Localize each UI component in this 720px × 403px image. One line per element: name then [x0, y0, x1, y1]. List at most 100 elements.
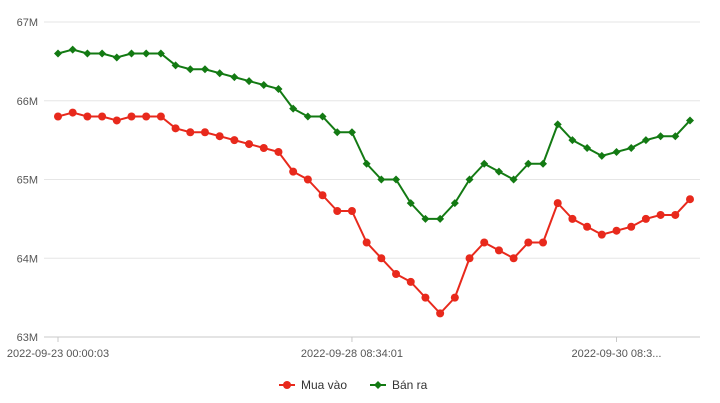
data-point[interactable]: [509, 175, 518, 184]
data-point[interactable]: [553, 199, 562, 208]
data-point[interactable]: [406, 199, 415, 208]
data-point[interactable]: [641, 136, 650, 145]
data-point[interactable]: [98, 49, 107, 58]
data-point[interactable]: [583, 144, 592, 152]
data-point[interactable]: [406, 277, 415, 286]
data-point[interactable]: [98, 112, 107, 121]
data-point[interactable]: [200, 128, 209, 137]
data-point[interactable]: [612, 226, 621, 235]
data-point[interactable]: [215, 132, 224, 141]
data-point[interactable]: [421, 293, 430, 302]
data-point[interactable]: [112, 116, 121, 125]
data-point[interactable]: [186, 65, 195, 74]
data-point[interactable]: [686, 195, 694, 204]
data-point[interactable]: [671, 210, 680, 219]
data-point[interactable]: [465, 254, 474, 263]
data-point[interactable]: [112, 53, 121, 62]
y-tick-label: 64M: [17, 253, 38, 265]
data-point[interactable]: [597, 230, 606, 239]
legend-label: Mua vào: [301, 378, 347, 392]
data-point[interactable]: [392, 270, 401, 278]
data-point[interactable]: [436, 214, 445, 223]
data-point[interactable]: [333, 207, 342, 215]
data-point[interactable]: [171, 61, 180, 70]
data-point[interactable]: [83, 49, 92, 58]
data-point[interactable]: [421, 214, 430, 223]
data-point[interactable]: [68, 108, 77, 117]
legend-marker: [283, 381, 291, 389]
data-point[interactable]: [142, 49, 151, 58]
series-mua-vao[interactable]: [54, 108, 694, 318]
data-point[interactable]: [245, 77, 254, 86]
data-point[interactable]: [686, 116, 694, 125]
data-point[interactable]: [450, 199, 459, 208]
data-point[interactable]: [392, 175, 401, 184]
data-point[interactable]: [377, 254, 386, 263]
data-point[interactable]: [583, 222, 592, 231]
data-point[interactable]: [347, 128, 356, 137]
data-point[interactable]: [568, 136, 577, 145]
data-point[interactable]: [553, 120, 562, 129]
data-point[interactable]: [142, 112, 151, 121]
data-point[interactable]: [627, 144, 636, 152]
data-point[interactable]: [494, 167, 503, 176]
data-point[interactable]: [171, 124, 180, 133]
legend-item[interactable]: Mua vào: [279, 378, 347, 392]
data-point[interactable]: [127, 112, 136, 121]
series-ban-ra[interactable]: [54, 45, 694, 223]
data-point[interactable]: [230, 73, 239, 82]
legend[interactable]: Mua vào Bán ra: [279, 378, 428, 392]
data-point[interactable]: [539, 159, 548, 168]
data-point[interactable]: [303, 112, 312, 121]
data-point[interactable]: [200, 65, 209, 74]
data-point[interactable]: [259, 144, 268, 152]
y-tick-label: 63M: [17, 332, 38, 344]
data-point[interactable]: [656, 210, 665, 219]
data-point[interactable]: [494, 246, 503, 255]
data-point[interactable]: [480, 159, 489, 168]
y-axis-ticks: 63M 64M 65M 66M 67M: [17, 17, 38, 344]
data-point[interactable]: [54, 49, 62, 58]
data-point[interactable]: [289, 167, 298, 176]
data-point[interactable]: [362, 238, 371, 247]
data-point[interactable]: [436, 309, 445, 318]
data-point[interactable]: [186, 128, 195, 137]
data-point[interactable]: [377, 175, 386, 184]
data-point[interactable]: [656, 132, 665, 141]
data-point[interactable]: [318, 191, 327, 200]
data-point[interactable]: [524, 238, 533, 247]
data-point[interactable]: [539, 238, 548, 247]
data-point[interactable]: [480, 238, 489, 247]
data-point[interactable]: [627, 222, 636, 231]
data-point[interactable]: [259, 81, 268, 89]
legend-label: Bán ra: [392, 378, 428, 392]
data-point[interactable]: [274, 84, 283, 93]
data-point[interactable]: [524, 159, 533, 168]
data-point[interactable]: [568, 214, 577, 223]
data-point[interactable]: [245, 140, 254, 149]
data-point[interactable]: [671, 132, 680, 141]
data-point[interactable]: [83, 112, 92, 121]
data-point[interactable]: [347, 207, 356, 215]
data-point[interactable]: [641, 214, 650, 223]
data-point[interactable]: [362, 159, 371, 168]
x-tick-label: 2022-09-28 08:34:01: [301, 348, 403, 360]
data-point[interactable]: [318, 112, 327, 121]
data-point[interactable]: [289, 104, 298, 113]
data-point[interactable]: [230, 136, 239, 145]
data-point[interactable]: [127, 49, 136, 58]
data-point[interactable]: [156, 49, 165, 58]
data-point[interactable]: [274, 147, 283, 156]
data-point[interactable]: [465, 175, 474, 184]
legend-item[interactable]: Bán ra: [370, 378, 428, 392]
data-point[interactable]: [54, 112, 62, 121]
data-point[interactable]: [450, 293, 459, 302]
data-point[interactable]: [612, 147, 621, 156]
data-point[interactable]: [509, 254, 518, 263]
data-point[interactable]: [303, 175, 312, 184]
data-point[interactable]: [333, 128, 342, 137]
data-point[interactable]: [215, 69, 224, 78]
data-point[interactable]: [156, 112, 165, 121]
data-point[interactable]: [68, 45, 77, 54]
data-point[interactable]: [597, 151, 606, 160]
